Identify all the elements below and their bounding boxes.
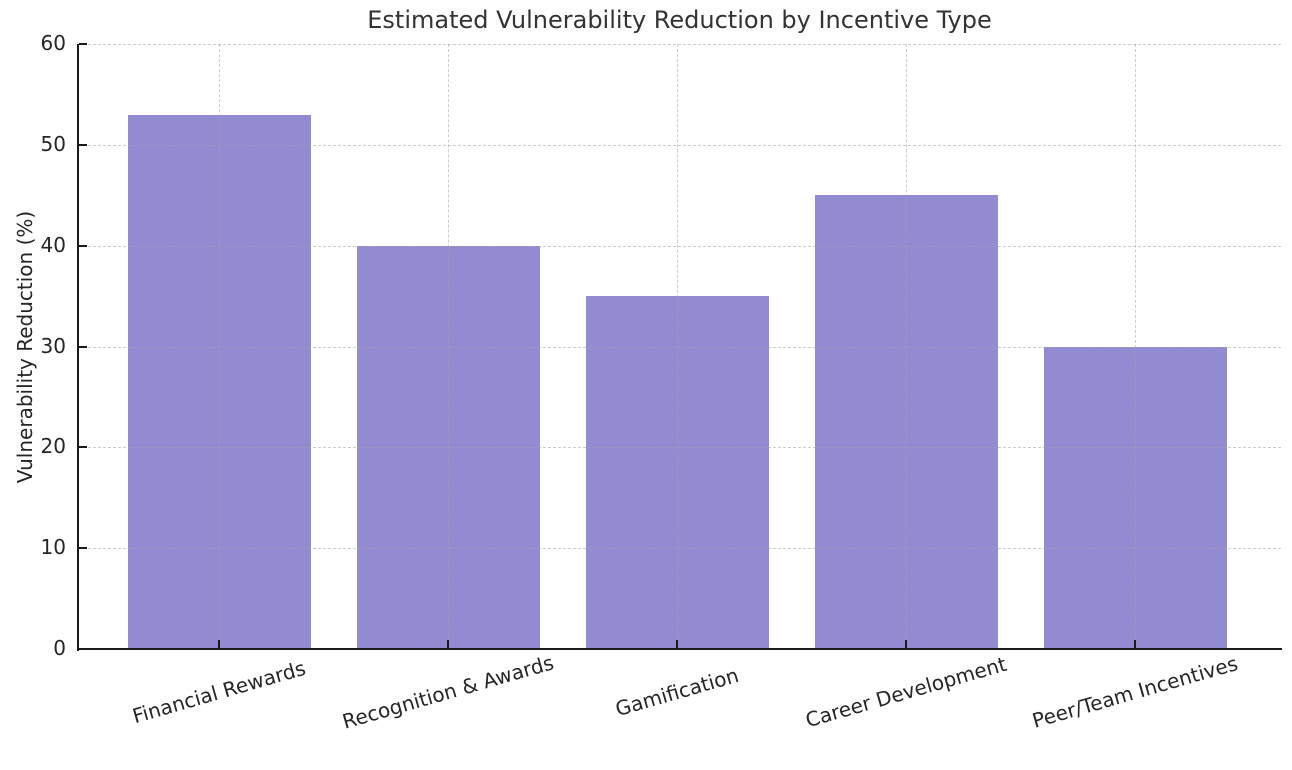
x-tick-label-financial-rewards: Financial Rewards bbox=[129, 655, 309, 729]
v-gridline-financial-rewards bbox=[219, 44, 220, 649]
x-tick-label-recognition-awards: Recognition & Awards bbox=[339, 650, 557, 734]
h-gridline-30 bbox=[78, 346, 1281, 348]
x-tick-career-development bbox=[905, 640, 907, 648]
x-tick-gamification bbox=[676, 640, 678, 648]
h-gridline-60 bbox=[78, 44, 1281, 45]
chart-title: Estimated Vulnerability Reduction by Inc… bbox=[367, 6, 992, 34]
x-tick-peer-team-incentives bbox=[1134, 640, 1136, 648]
x-tick-financial-rewards bbox=[218, 640, 220, 648]
y-tick-label-60: 60 bbox=[40, 31, 66, 55]
y-tick-10 bbox=[79, 547, 87, 550]
v-gridline-peer-team-incentives bbox=[1135, 44, 1136, 649]
x-tick-label-career-development: Career Development bbox=[802, 651, 1010, 733]
x-tick-recognition-awards bbox=[447, 640, 449, 648]
y-tick-label-10: 10 bbox=[40, 535, 66, 560]
x-axis-spine bbox=[77, 648, 1282, 650]
y-tick-50 bbox=[79, 143, 87, 146]
y-tick-label-40: 40 bbox=[40, 232, 66, 257]
v-gridline-gamification bbox=[677, 44, 678, 649]
y-tick-label-50: 50 bbox=[40, 131, 66, 156]
y-tick-label-20: 20 bbox=[40, 434, 66, 459]
h-gridline-10 bbox=[78, 548, 1281, 550]
x-tick-label-gamification: Gamification bbox=[612, 662, 742, 722]
v-gridline-career-development bbox=[906, 44, 907, 649]
y-tick-30 bbox=[79, 345, 87, 348]
y-tick-label-30: 30 bbox=[40, 333, 66, 358]
v-gridline-recognition-awards bbox=[448, 44, 449, 649]
h-gridline-20 bbox=[78, 447, 1281, 449]
y-tick-40 bbox=[79, 244, 87, 247]
y-tick-label-0: 0 bbox=[53, 636, 66, 660]
y-tick-20 bbox=[79, 446, 87, 449]
x-tick-label-peer-team-incentives: Peer/Team Incentives bbox=[1029, 651, 1241, 733]
h-gridline-40 bbox=[78, 245, 1281, 247]
y-axis-spine bbox=[77, 44, 79, 651]
h-gridline-50 bbox=[78, 144, 1281, 146]
y-tick-60 bbox=[79, 43, 87, 45]
